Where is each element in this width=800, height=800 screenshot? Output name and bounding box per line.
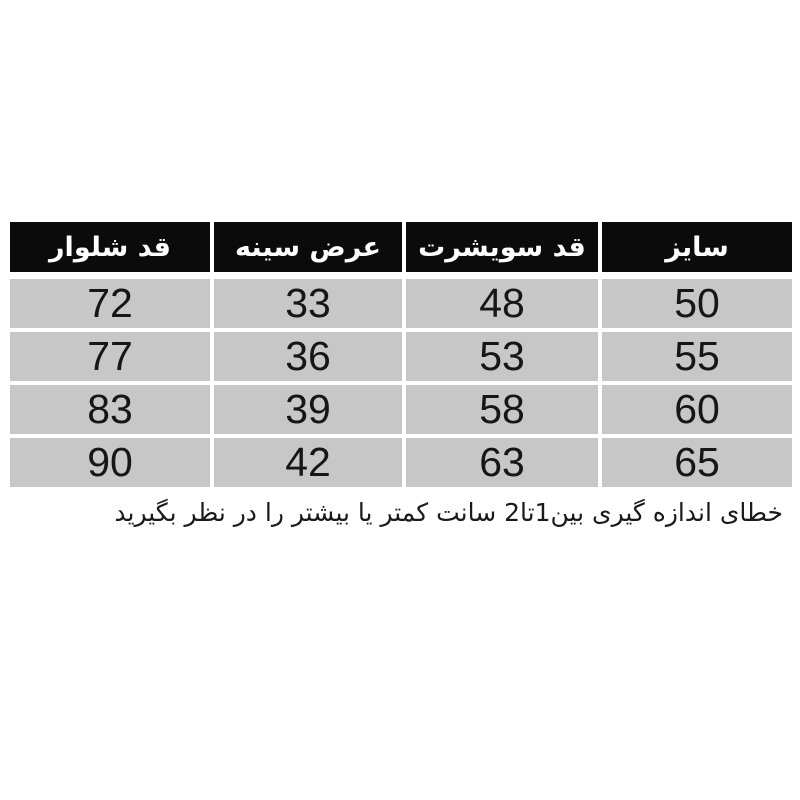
size-table: سایز قد سویشرت عرض سینه قد شلوار 50 48 33 72 55… — [10, 222, 792, 487]
table-cell-r0-c2: 33 — [214, 279, 402, 328]
header-cell-2: عرض سینه — [214, 222, 402, 272]
table-cell-r0-c0: 50 — [602, 279, 792, 328]
table-cell-r2-c2: 39 — [214, 385, 402, 434]
table-cell-r0-c1: 48 — [406, 279, 598, 328]
table-cell-r1-c0: 55 — [602, 332, 792, 381]
table-cell-r2-c3: 83 — [10, 385, 210, 434]
table-cell-r2-c0: 60 — [602, 385, 792, 434]
table-cell-r0-c3: 72 — [10, 279, 210, 328]
table-cell-r3-c2: 42 — [214, 438, 402, 487]
table-row-0: 50 48 33 72 — [10, 279, 792, 328]
header-cell-1: قد سویشرت — [406, 222, 598, 272]
measurement-tolerance-note: خطای اندازه گیری بین1تا2 سانت کمتر یا بی… — [114, 498, 783, 527]
table-header-row: سایز قد سویشرت عرض سینه قد شلوار — [10, 222, 792, 272]
table-cell-r3-c0: 65 — [602, 438, 792, 487]
header-cell-3: قد شلوار — [10, 222, 210, 272]
table-row-3: 65 63 42 90 — [10, 438, 792, 487]
table-body: 50 48 33 72 55 53 36 77 60 58 39 83 65 63 42 90 — [10, 279, 792, 487]
table-cell-r1-c1: 53 — [406, 332, 598, 381]
table-row-2: 60 58 39 83 — [10, 385, 792, 434]
table-cell-r2-c1: 58 — [406, 385, 598, 434]
table-cell-r1-c2: 36 — [214, 332, 402, 381]
table-cell-r3-c1: 63 — [406, 438, 598, 487]
table-cell-r3-c3: 90 — [10, 438, 210, 487]
table-row-1: 55 53 36 77 — [10, 332, 792, 381]
header-cell-0: سایز — [602, 222, 792, 272]
table-cell-r1-c3: 77 — [10, 332, 210, 381]
